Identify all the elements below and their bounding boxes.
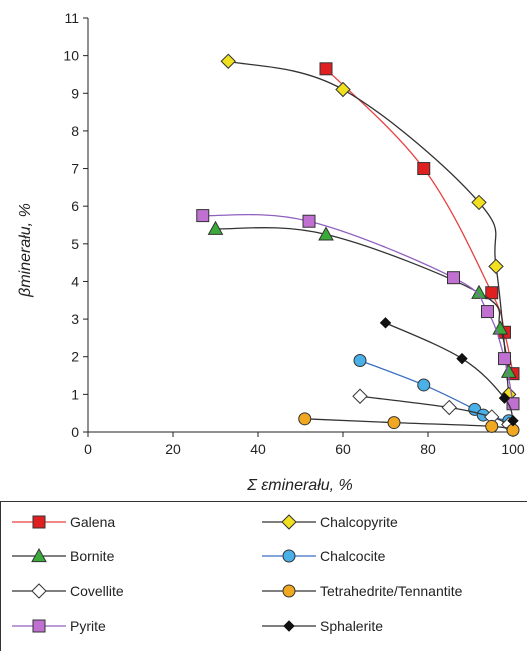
legend-item-pyrite: Pyrite [12, 618, 106, 634]
series-line-chalcopyrite [228, 60, 510, 395]
y-tick-label: 10 [63, 48, 79, 64]
legend-item-galena: Galena [12, 514, 115, 530]
x-tick-label: 80 [420, 441, 436, 457]
legend-label: Galena [70, 514, 115, 530]
data-point-tetrahedrite-tennantite [298, 412, 312, 426]
y-tick-label: 9 [71, 85, 79, 101]
legend-marker [32, 515, 46, 529]
x-axis-title: Σ εminerału, % [246, 477, 353, 494]
data-point-bornite [207, 220, 224, 235]
data-point-galena [417, 162, 431, 176]
data-point-sphalerite [379, 317, 392, 329]
series-line-covellite [359, 395, 510, 426]
legend-marker [31, 583, 47, 599]
data-point-pyrite [196, 209, 210, 223]
legend-marker [31, 547, 47, 563]
data-point-chalcocite [417, 378, 431, 392]
y-tick-label: 0 [71, 424, 79, 440]
legend-marker [283, 620, 295, 632]
data-point-pyrite [302, 214, 316, 228]
series-sphalerite [379, 317, 519, 427]
y-tick-label: 5 [71, 236, 79, 252]
data-marks [196, 53, 520, 437]
y-tick-label: 3 [71, 311, 79, 327]
legend-label: Sphalerite [320, 618, 383, 634]
y-tick-label: 8 [71, 123, 79, 139]
y-tick-label: 1 [71, 386, 79, 402]
series-galena [319, 62, 520, 381]
legend-label: Tetrahedrite/Tennantite [320, 583, 463, 599]
data-point-sphalerite [507, 415, 519, 427]
y-tick-label: 2 [71, 349, 79, 365]
x-tick-label: 100 [501, 441, 525, 457]
legend-label: Covellite [70, 583, 124, 599]
series-line-sphalerite [385, 322, 514, 421]
series-bornite [207, 220, 517, 378]
y-tick-label: 4 [71, 273, 79, 289]
legend-item-covellite: Covellite [12, 583, 124, 599]
data-point-chalcopyrite [471, 194, 487, 211]
data-point-chalcopyrite [335, 81, 351, 98]
data-point-galena [485, 286, 499, 300]
data-point-chalcopyrite [220, 53, 236, 69]
legend-label: Chalcopyrite [320, 514, 398, 530]
legend-item-tetrahedrite-tennantite: Tetrahedrite/Tennantite [262, 583, 463, 599]
legend-marker [281, 514, 297, 530]
legend-marker [32, 619, 46, 633]
legend-label: Bornite [70, 548, 115, 564]
x-tick-label: 0 [84, 441, 92, 457]
data-point-tetrahedrite-tennantite [485, 419, 499, 433]
legend-item-chalcopyrite: Chalcopyrite [262, 514, 398, 530]
legend-marker [282, 584, 296, 598]
legend-marker [282, 549, 296, 563]
data-point-covellite [352, 388, 368, 404]
legend-label: Chalcocite [320, 548, 386, 564]
data-point-chalcocite [353, 353, 367, 367]
data-point-covellite [441, 399, 457, 416]
y-axis-title: βminerału, % [17, 203, 34, 298]
y-tick-label: 11 [64, 10, 79, 26]
legend-item-chalcocite: Chalcocite [262, 548, 386, 564]
legend-label: Pyrite [70, 618, 106, 634]
data-point-sphalerite [456, 352, 468, 365]
data-point-sphalerite [498, 392, 511, 404]
legend: Galena Chalcopyrite Bornite Chalcocite Covel… [0, 501, 527, 651]
data-point-galena [319, 62, 333, 76]
legend-item-sphalerite: Sphalerite [262, 618, 383, 634]
data-point-pyrite [498, 352, 511, 366]
x-tick-label: 40 [250, 441, 266, 457]
y-tick-label: 7 [71, 161, 79, 177]
data-point-pyrite [447, 271, 460, 285]
series-line-bornite [215, 226, 510, 372]
series-pyrite [196, 209, 520, 411]
x-tick-label: 20 [165, 441, 181, 457]
x-tick-label: 60 [335, 441, 351, 457]
y-tick-label: 6 [71, 198, 79, 214]
data-point-chalcopyrite [488, 258, 504, 275]
data-point-tetrahedrite-tennantite [387, 416, 401, 430]
series-line-galena [325, 68, 514, 374]
axes: 0 1 2 3 4 5 6 7 8 9 10 11 0 20 40 60 80 100 [63, 10, 524, 457]
series-tetrahedrite-tennantite [298, 412, 520, 437]
data-point-pyrite [481, 305, 494, 319]
data-point-bornite [318, 226, 334, 241]
legend-item-bornite: Bornite [12, 547, 115, 564]
